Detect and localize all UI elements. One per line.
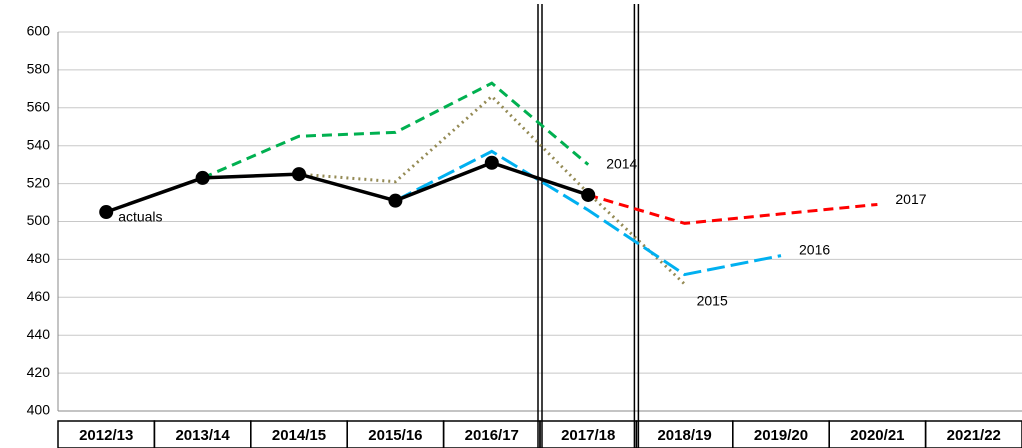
series-label: actuals [118,209,162,225]
x-tick-label: 2013/14 [175,427,230,444]
y-tick-label: 560 [27,99,51,115]
series-line [587,193,878,225]
series-label: 2015 [697,293,728,309]
marker [195,170,210,185]
y-tick-label: 480 [27,250,51,266]
x-tick-label: 2019/20 [754,427,808,444]
x-tick-label: 2021/22 [947,427,1001,444]
x-tick-label: 2012/13 [79,427,133,444]
y-tick-label: 520 [27,174,51,190]
marker [292,167,306,182]
y-tick-label: 460 [27,288,51,304]
series-line [202,94,686,286]
x-tick-label: 2020/21 [850,427,904,444]
y-tick-label: 440 [27,326,51,342]
series-label: 2016 [799,241,830,257]
x-tick-label: 2017/18 [561,427,615,444]
series-label: 2014 [606,155,637,171]
x-tick-label: 2015/16 [368,427,422,444]
series-line [105,160,589,214]
y-tick-label: 580 [27,61,51,77]
y-tick-label: 500 [27,212,51,228]
y-tick-label: 540 [27,136,51,152]
y-tick-label: 420 [27,364,51,380]
series-label: 2017 [895,191,926,207]
y-tick-label: 600 [27,23,51,39]
x-tick-label: 2016/17 [465,427,519,444]
x-tick-label: 2014/15 [272,427,326,444]
series-line [394,149,782,277]
x-tick-label: 2018/19 [657,427,711,444]
marker [99,205,114,220]
marker [388,193,403,208]
marker [484,155,499,170]
marker [581,187,596,202]
y-tick-label: 400 [27,402,51,418]
series-line [202,81,590,180]
